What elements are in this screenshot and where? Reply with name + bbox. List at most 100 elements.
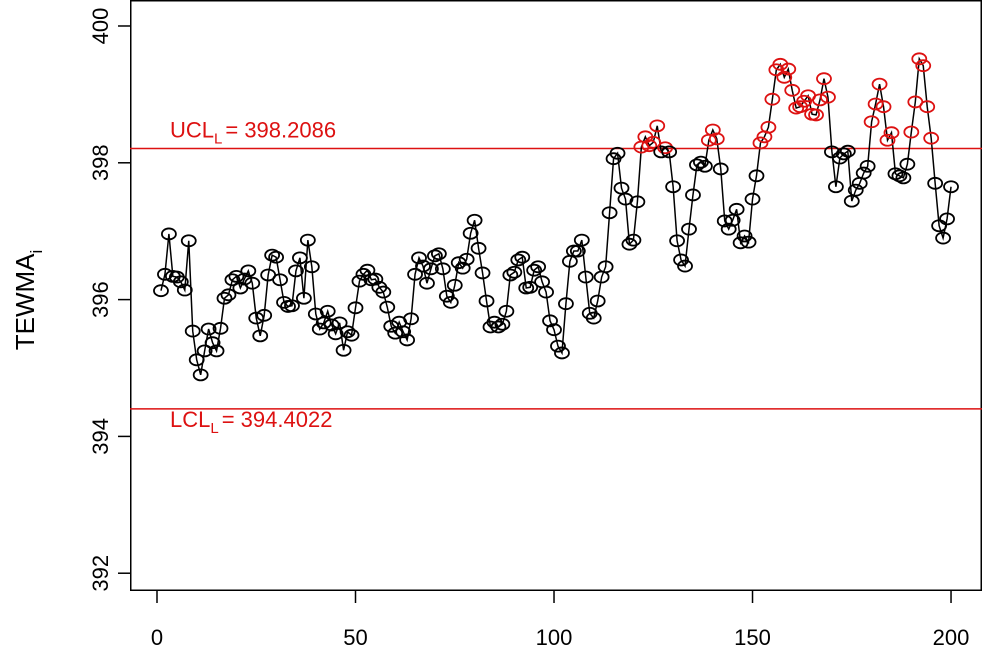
data-point — [939, 212, 955, 226]
data-point — [319, 304, 336, 318]
data-point — [176, 283, 193, 297]
data-point — [510, 253, 527, 267]
data-point — [550, 339, 566, 353]
data-point — [204, 336, 221, 350]
data-point — [863, 115, 880, 129]
data-point — [728, 202, 745, 216]
data-point — [903, 125, 920, 139]
data-point — [542, 314, 558, 328]
data-point — [780, 62, 797, 76]
data-point — [812, 93, 828, 107]
data-point — [839, 144, 856, 158]
data-point — [498, 304, 515, 318]
data-point — [577, 270, 594, 284]
data-point — [288, 264, 304, 278]
data-point — [538, 285, 554, 299]
data-point — [522, 280, 539, 294]
data-point — [871, 77, 888, 91]
data-point — [303, 260, 320, 274]
data-point — [252, 329, 269, 343]
data-point — [383, 319, 400, 333]
data-point — [478, 294, 495, 308]
control-limit-value: = 398.2086 — [225, 118, 336, 143]
data-point — [776, 70, 793, 84]
x-tick-label: 50 — [343, 625, 367, 650]
data-point — [161, 227, 177, 241]
data-point — [883, 126, 900, 140]
plot-frame — [130, 0, 982, 591]
data-point — [172, 275, 189, 289]
data-point — [462, 226, 479, 240]
data-point — [875, 100, 892, 114]
data-point — [597, 260, 614, 274]
series-line — [160, 56, 952, 376]
data-point — [335, 343, 352, 357]
data-point — [403, 312, 419, 326]
data-point — [395, 325, 412, 339]
data-point — [820, 90, 836, 104]
data-point — [153, 284, 169, 298]
data-point — [299, 233, 316, 247]
y-axis-label-sub: i — [27, 250, 46, 254]
control-limit-sub: L — [214, 131, 222, 148]
data-point — [284, 299, 300, 313]
data-point — [399, 333, 416, 347]
data-point — [887, 167, 904, 181]
data-point — [859, 159, 876, 173]
data-point — [192, 368, 209, 382]
data-point — [208, 344, 225, 358]
data-point — [212, 321, 229, 335]
data-point — [855, 166, 872, 180]
data-point — [502, 268, 519, 282]
data-point — [446, 278, 463, 292]
data-point — [748, 169, 765, 183]
data-point — [430, 247, 447, 261]
data-point — [585, 311, 602, 325]
data-point — [244, 276, 261, 290]
control-limit-value: = 394.4022 — [222, 407, 333, 432]
data-point — [379, 300, 396, 314]
data-point — [935, 231, 951, 245]
data-point — [458, 252, 475, 266]
data-point — [681, 222, 697, 236]
data-point — [716, 214, 733, 228]
data-point — [248, 311, 265, 325]
y-tick-label: 394 — [88, 418, 113, 455]
data-point — [454, 261, 471, 275]
data-point — [720, 222, 737, 236]
data-point — [923, 131, 940, 145]
data-point — [423, 262, 439, 276]
data-point — [689, 158, 705, 172]
data-point — [474, 266, 491, 280]
control-limit-label: LCLL = 394.4022 — [170, 407, 332, 437]
x-tick-label: 100 — [536, 625, 573, 650]
data-point — [438, 289, 455, 303]
data-point — [546, 323, 562, 337]
data-point — [530, 260, 547, 274]
data-point — [490, 320, 507, 334]
data-point — [708, 132, 725, 146]
y-axis-label-main: TEWMA — [10, 253, 40, 350]
data-point — [704, 123, 721, 137]
data-point — [732, 236, 749, 250]
data-point — [879, 133, 896, 147]
x-tick-label: 0 — [151, 625, 163, 650]
control-limit-name: LCL — [170, 407, 210, 432]
data-point — [589, 294, 606, 308]
data-point — [419, 276, 435, 290]
data-point — [867, 97, 884, 111]
data-point — [554, 346, 570, 360]
y-tick-label: 392 — [88, 555, 113, 592]
data-point — [224, 273, 241, 287]
data-point — [295, 291, 312, 305]
data-point — [931, 219, 948, 233]
data-point — [411, 251, 427, 265]
data-point — [407, 267, 423, 281]
data-point — [816, 72, 832, 86]
data-point — [526, 263, 543, 277]
data-point — [919, 100, 936, 114]
data-point — [415, 259, 431, 273]
data-point — [895, 171, 912, 185]
data-point — [609, 146, 626, 160]
